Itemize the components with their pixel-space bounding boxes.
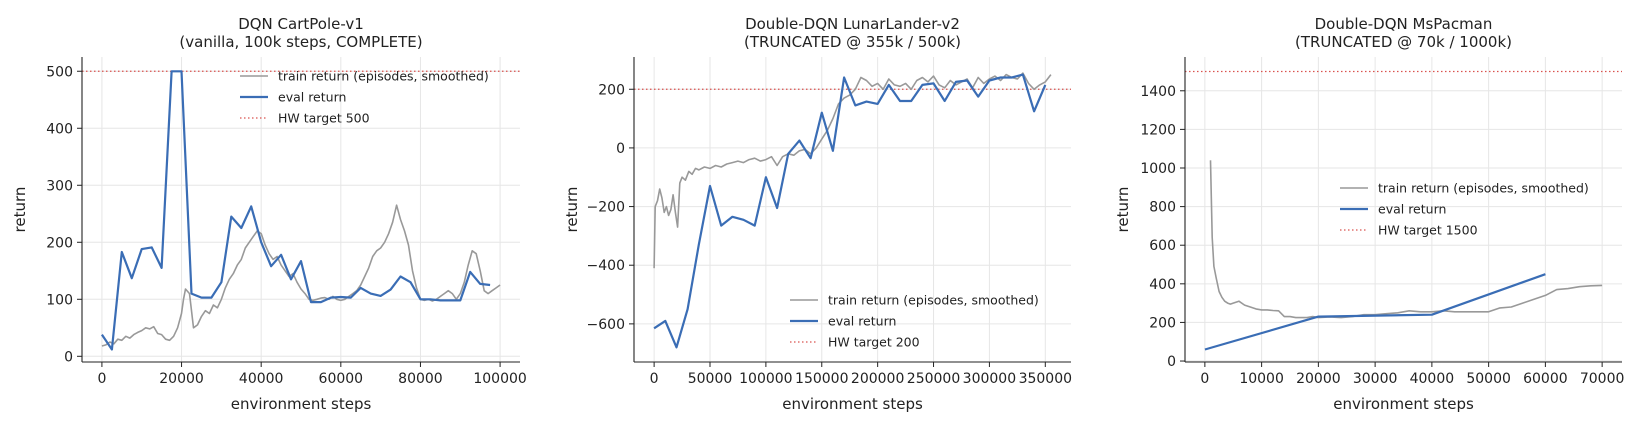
x-tick-label: 100000 [739, 371, 792, 387]
y-tick-label: 500 [46, 64, 73, 80]
x-tick-label: 300000 [963, 371, 1016, 387]
x-tick-label: 60000 [1523, 371, 1568, 387]
chart-title-line: Double-DQN MsPacman [1315, 15, 1493, 33]
chart-title-line: (vanilla, 100k steps, COMPLETE) [179, 33, 422, 51]
x-tick-label: 350000 [1019, 371, 1072, 387]
y-tick-label: −400 [587, 258, 625, 274]
y-tick-label: −200 [587, 200, 625, 216]
x-axis-label: environment steps [1333, 395, 1474, 413]
x-tick-label: 100000 [473, 371, 526, 387]
y-tick-label: −600 [587, 317, 625, 333]
legend-train-return-label: train return (episodes, smoothed) [828, 293, 1039, 308]
y-tick-label: 1400 [1140, 84, 1176, 100]
legend-target-label: HW target 1500 [1378, 223, 1478, 238]
x-tick-label: 50000 [1466, 371, 1511, 387]
legend-target-label: HW target 200 [828, 335, 920, 350]
y-tick-label: 1200 [1140, 122, 1176, 138]
y-axis-label: return [1114, 187, 1132, 233]
y-tick-label: 400 [1149, 277, 1176, 293]
chart-title-line: (TRUNCATED @ 355k / 500k) [744, 33, 961, 51]
x-tick-label: 70000 [1580, 371, 1625, 387]
eval-return-line [1204, 273, 1546, 351]
y-tick-label: 0 [64, 349, 73, 365]
y-tick-label: 1000 [1140, 161, 1176, 177]
y-tick-label: 200 [598, 82, 625, 98]
y-tick-label: 200 [1149, 315, 1176, 331]
x-tick-label: 40000 [1410, 371, 1455, 387]
x-tick-label: 60000 [319, 371, 364, 387]
chart-title-line: (TRUNCATED @ 70k / 1000k) [1295, 33, 1512, 51]
y-tick-label: 400 [46, 121, 73, 137]
y-axis-label: return [11, 187, 29, 233]
legend-eval-return-label: eval return [1378, 202, 1446, 217]
x-tick-label: 0 [650, 371, 659, 387]
eval-return-line [100, 70, 491, 351]
chart-title-line: Double-DQN LunarLander-v2 [745, 15, 960, 33]
x-tick-label: 30000 [1353, 371, 1398, 387]
legend-train-return-label: train return (episodes, smoothed) [278, 69, 489, 84]
chart-3: 0 10000 20000 30000 40000 50000 60000 70000 0 200… [1114, 15, 1624, 413]
chart-2: 0 50000 100000 150000 200000 250000 300000 3500… [563, 15, 1072, 413]
legend-eval-return-label: eval return [278, 90, 346, 105]
x-tick-label: 250000 [907, 371, 960, 387]
x-tick-label: 20000 [159, 371, 204, 387]
x-tick-label: 150000 [795, 371, 848, 387]
x-tick-label: 200000 [851, 371, 904, 387]
x-tick-label: 0 [1200, 371, 1209, 387]
y-tick-label: 600 [1149, 238, 1176, 254]
y-tick-label: 0 [616, 141, 625, 157]
x-tick-label: 10000 [1239, 371, 1284, 387]
y-tick-label: 100 [46, 292, 73, 308]
x-tick-label: 80000 [398, 371, 443, 387]
legend-eval-return-label: eval return [828, 314, 896, 329]
x-tick-label: 0 [97, 371, 106, 387]
x-axis-label: environment steps [782, 395, 923, 413]
legend-train-return-label: train return (episodes, smoothed) [1378, 181, 1589, 196]
y-tick-label: 200 [46, 235, 73, 251]
x-tick-label: 20000 [1296, 371, 1341, 387]
train-return-line [101, 204, 501, 347]
x-tick-label: 50000 [688, 371, 733, 387]
x-axis-label: environment steps [231, 395, 372, 413]
eval-return-line [653, 73, 1047, 349]
train-return-line [653, 72, 1052, 269]
y-axis-label: return [563, 187, 581, 233]
y-tick-label: 0 [1167, 354, 1176, 370]
x-tick-label: 40000 [239, 371, 284, 387]
chart-title-line: DQN CartPole-v1 [238, 15, 364, 33]
legend-target-label: HW target 500 [278, 111, 370, 126]
y-tick-label: 300 [46, 178, 73, 194]
y-tick-label: 800 [1149, 200, 1176, 216]
chart-1: 0 20000 40000 60000 80000 100000 0 100 200 300 400… [11, 15, 527, 413]
